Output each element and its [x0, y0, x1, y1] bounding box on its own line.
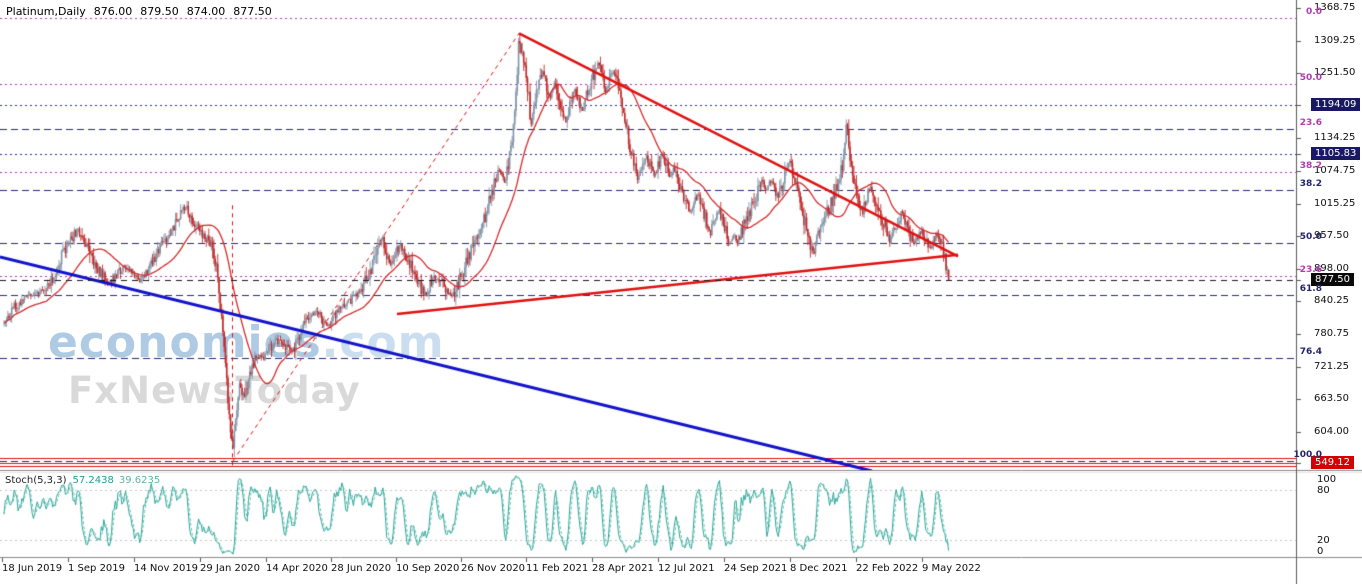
stochastic-name: Stoch(5,3,3) [5, 475, 67, 486]
symbol-title: Platinum,Daily 876.00 879.50 874.00 877.50 [6, 5, 272, 18]
stochastic-d-value: 39.6235 [118, 475, 161, 486]
ohlc-open: 876.00 [93, 5, 133, 18]
stochastic-k-value: 57.2438 [72, 475, 114, 486]
symbol-name: Platinum,Daily [6, 5, 86, 18]
ohlc-low: 874.00 [186, 5, 226, 18]
stochastic-label: Stoch(5,3,3) 57.2438 39.6235 [5, 475, 160, 486]
ohlc-high: 879.50 [140, 5, 179, 18]
ohlc-close: 877.50 [233, 5, 272, 18]
